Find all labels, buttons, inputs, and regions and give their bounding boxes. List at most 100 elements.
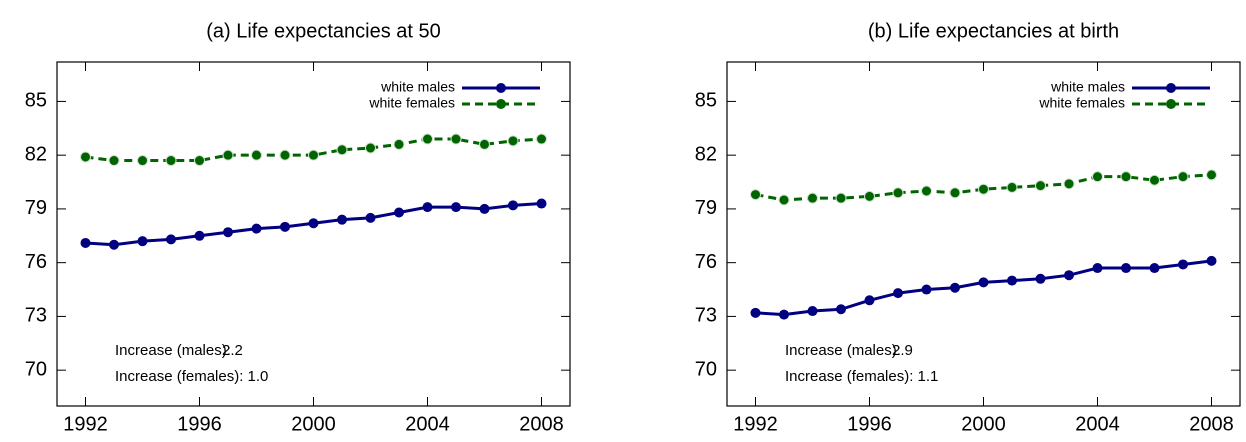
- point: [337, 214, 347, 225]
- point: [1092, 171, 1103, 183]
- point: [80, 151, 91, 163]
- point: [308, 149, 319, 161]
- legend-marker: [1166, 83, 1176, 93]
- point: [450, 133, 462, 145]
- legend-marker: [496, 83, 506, 93]
- point: [864, 295, 875, 306]
- point: [422, 202, 433, 213]
- y-tick-label: 70: [695, 358, 717, 380]
- point: [836, 304, 846, 315]
- x-tick-label: 1996: [177, 413, 222, 435]
- point: [508, 200, 518, 211]
- point: [750, 307, 761, 318]
- point: [779, 309, 789, 320]
- point: [1149, 263, 1160, 274]
- point: [137, 236, 148, 247]
- y-tick-label: 79: [695, 197, 717, 219]
- point: [251, 149, 262, 161]
- legend-marker: [1166, 99, 1176, 109]
- y-tick-label: 85: [25, 90, 47, 112]
- point: [978, 183, 989, 195]
- annotation: Increase (females): 1.1: [785, 368, 938, 385]
- point: [394, 207, 404, 218]
- y-tick-label: 70: [25, 358, 47, 380]
- x-tick-label: 1992: [733, 413, 778, 435]
- point: [1178, 259, 1188, 270]
- point: [1206, 169, 1217, 181]
- point: [1206, 255, 1217, 266]
- x-tick-label: 2000: [961, 413, 1006, 435]
- x-tick-label: 2008: [1189, 413, 1234, 435]
- point: [222, 149, 234, 161]
- point: [108, 155, 120, 167]
- series-line: [755, 173, 1212, 202]
- point: [892, 187, 904, 199]
- point: [778, 194, 790, 206]
- point: [1035, 273, 1046, 284]
- point: [807, 192, 818, 204]
- point: [251, 223, 262, 234]
- point: [109, 239, 119, 250]
- annotation: Increase (females): 1.0: [115, 368, 268, 385]
- point: [479, 203, 490, 214]
- chart-panel: (b) Life expectancies at birth 70 73 76 79 82…: [695, 20, 1241, 435]
- y-tick-label: 76: [25, 251, 47, 273]
- y-tick-label: 79: [25, 197, 47, 219]
- legend-marker: [496, 99, 506, 109]
- point: [393, 138, 405, 150]
- annotation: Increase (males):: [115, 342, 231, 359]
- x-tick-label: 2004: [405, 413, 450, 435]
- point: [223, 227, 233, 238]
- point: [451, 202, 461, 213]
- point: [279, 149, 291, 161]
- point: [536, 198, 547, 209]
- x-tick-label: 2004: [1075, 413, 1120, 435]
- legend-label: white males: [380, 79, 455, 95]
- point: [194, 230, 205, 241]
- chart-title: (b) Life expectancies at birth: [868, 20, 1119, 42]
- point: [835, 192, 847, 204]
- point: [1120, 171, 1132, 183]
- point: [950, 282, 960, 293]
- point: [1064, 270, 1074, 281]
- point: [1007, 275, 1017, 286]
- annotation: Increase (males):: [785, 342, 901, 359]
- point: [1092, 263, 1103, 274]
- y-tick-label: 76: [695, 251, 717, 273]
- legend-label: white females: [368, 95, 455, 111]
- x-tick-label: 1992: [63, 413, 108, 435]
- series-line: [755, 259, 1212, 317]
- point: [921, 284, 932, 295]
- point: [194, 155, 205, 167]
- legend-label: white females: [1038, 95, 1125, 111]
- point: [308, 218, 319, 229]
- point: [1006, 181, 1018, 193]
- point: [1035, 180, 1046, 192]
- y-tick-label: 82: [695, 143, 717, 165]
- point: [137, 155, 148, 167]
- point: [750, 189, 761, 201]
- point: [1149, 174, 1160, 186]
- y-tick-label: 73: [695, 305, 717, 327]
- annotation: 2.9: [892, 342, 913, 359]
- point: [336, 144, 348, 156]
- point: [1177, 171, 1189, 183]
- y-tick-label: 73: [25, 305, 47, 327]
- point: [949, 187, 961, 199]
- point: [80, 237, 91, 248]
- point: [479, 138, 490, 150]
- x-tick-label: 1996: [847, 413, 892, 435]
- y-tick-label: 82: [25, 143, 47, 165]
- point: [921, 185, 932, 197]
- legend-label: white males: [1050, 79, 1125, 95]
- point: [280, 221, 290, 232]
- point: [365, 142, 376, 154]
- point: [807, 306, 818, 317]
- annotation: 2.2: [222, 342, 243, 359]
- point: [864, 190, 875, 202]
- point: [507, 135, 519, 147]
- x-tick-label: 2008: [519, 413, 564, 435]
- chart-panel: (a) Life expectancies at 50 70 73 76 79 82 85 1…: [25, 20, 571, 435]
- point: [536, 133, 547, 145]
